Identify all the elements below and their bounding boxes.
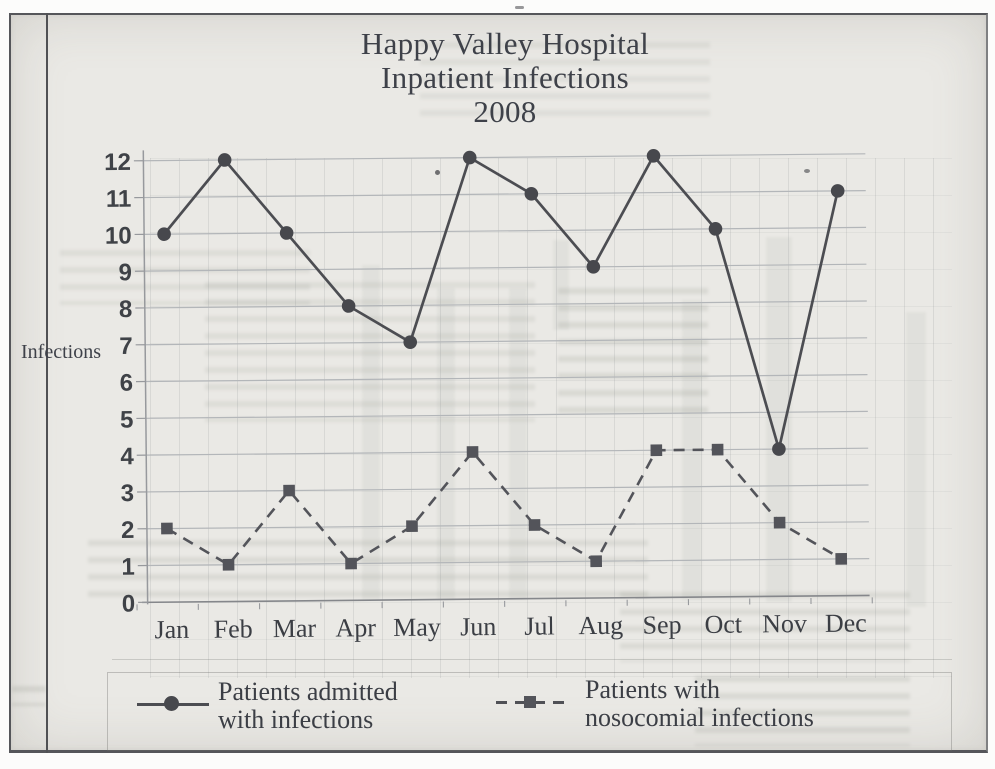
legend-admitted-line-1: Patients admitted [218,678,398,706]
legend-nosocomial-line-2: nosocomial infections [585,704,814,732]
data-point-square-jan [161,523,173,535]
y-tick-label-6: 6 [120,370,134,397]
y-tick-label-3: 3 [121,480,135,507]
y-tick-label-1: 1 [121,554,135,581]
data-point-square-jun [467,446,479,458]
x-tick-label-apr: Apr [335,613,376,642]
y-tick-label-7: 7 [119,333,133,360]
data-point-square-jul [529,519,541,531]
data-point-circle-sep [647,149,661,163]
data-point-circle-jun [463,151,477,165]
data-point-circle-oct [709,222,723,236]
gridline-y-2 [146,522,868,529]
gridline-y-10 [144,227,866,234]
data-point-circle-nov [772,442,786,456]
data-point-square-aug [590,555,602,567]
data-point-circle-jul [524,187,538,201]
gridline-y-12 [143,154,865,161]
x-tick-label-mar: Mar [273,614,317,643]
y-tick-label-10: 10 [105,222,132,249]
y-tick-label-4: 4 [120,443,134,470]
legend-circle-marker [164,696,179,711]
x-tick-label-nov: Nov [762,609,807,638]
x-tick-label-dec: Dec [825,608,867,637]
legend-label-nosocomial: Patients with nosocomial infections [585,676,814,732]
x-tick-label-feb: Feb [214,614,253,643]
data-point-square-may [406,520,418,532]
y-axis-line [143,150,147,604]
data-point-circle-aug [586,260,600,274]
y-tick-label-11: 11 [106,186,132,213]
x-tick-label-sep: Sep [642,610,681,639]
data-point-square-sep [651,444,663,456]
data-point-square-nov [774,517,786,529]
data-point-square-apr [345,558,357,570]
data-point-circle-mar [280,226,294,240]
data-point-circle-apr [342,299,356,313]
gridline-y-1 [147,559,869,566]
gridline-y-5 [145,411,867,418]
scan-speck [515,6,524,9]
gridline-y-3 [146,485,868,492]
scan-speck [435,170,440,175]
x-tick-label-jun: Jun [460,612,496,641]
y-tick-label-12: 12 [104,149,131,176]
y-tick-label-9: 9 [118,259,132,286]
data-point-circle-feb [218,153,232,167]
x-tick-label-jul: Jul [524,611,555,640]
data-point-square-mar [283,485,295,497]
x-axis-line [142,595,869,602]
legend-label-admitted: Patients admitted with infections [218,678,398,734]
gridline-y-8 [144,301,866,308]
y-tick-label-8: 8 [119,296,133,323]
gridline-y-4 [146,448,868,455]
data-point-square-dec [835,553,847,565]
y-tick-label-0: 0 [122,590,136,617]
x-tick-label-aug: Aug [578,611,623,640]
x-tick-label-oct: Oct [704,610,743,639]
y-tick-label-2: 2 [121,517,135,544]
data-point-square-feb [223,559,235,571]
data-point-circle-jan [157,227,171,241]
data-point-circle-may [403,335,417,349]
data-point-square-oct [712,444,724,456]
data-point-circle-dec [831,184,845,198]
gridline-y-7 [145,338,867,345]
legend-admitted-line-2: with infections [218,706,398,734]
x-tick-label-may: May [393,613,441,642]
legend-nosocomial-line-1: Patients with [585,676,814,704]
scan-speck [804,169,810,173]
y-tick-label-5: 5 [120,406,134,433]
series-line-nosocomial [166,448,841,565]
legend-square-marker [524,696,536,708]
x-tick-label-jan: Jan [154,615,189,644]
gridline-y-9 [144,264,866,271]
